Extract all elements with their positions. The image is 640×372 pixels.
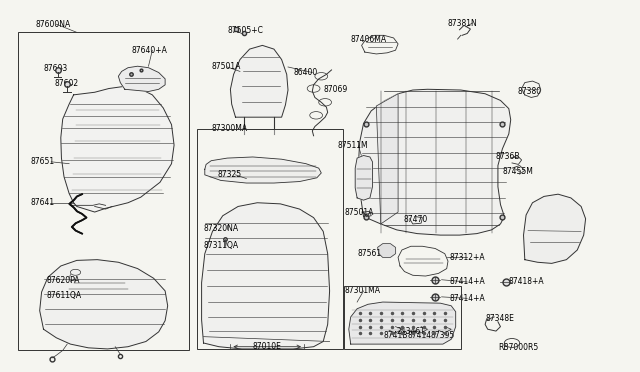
Text: 87505+C: 87505+C [227,26,263,35]
Text: 87511M: 87511M [338,141,369,150]
Text: 87069: 87069 [323,85,348,94]
Polygon shape [118,66,165,92]
Text: 87603: 87603 [44,64,68,73]
Text: 87651: 87651 [31,157,55,166]
Text: 87380: 87380 [517,87,541,96]
Text: 87348E: 87348E [485,314,514,323]
Text: 87325: 87325 [218,170,242,179]
Text: 87010E: 87010E [253,342,282,351]
Text: 87640+A: 87640+A [131,46,167,55]
Text: 87300MA: 87300MA [211,124,247,133]
Polygon shape [205,157,321,183]
Text: 8736B: 8736B [496,153,520,161]
Polygon shape [202,203,330,349]
Text: 87320NA: 87320NA [204,224,239,233]
Polygon shape [524,194,586,263]
Text: 87611QA: 87611QA [46,291,81,300]
Text: 87414: 87414 [407,331,431,340]
Text: 87561: 87561 [357,249,381,258]
Polygon shape [61,86,174,212]
Bar [344,286,461,349]
Polygon shape [378,244,396,257]
Text: 87406MA: 87406MA [351,35,387,44]
Polygon shape [376,94,398,224]
Text: 87381N: 87381N [448,19,477,28]
Text: 87455M: 87455M [502,167,533,176]
Text: 87418+A: 87418+A [509,278,545,286]
Text: 87600NA: 87600NA [35,20,70,29]
Text: 87602: 87602 [54,79,79,88]
Text: 8741B: 8741B [384,331,408,340]
Text: 87620PA: 87620PA [46,276,79,285]
Bar [18,32,189,350]
Text: 87501A: 87501A [211,62,241,71]
Text: 87414+A: 87414+A [449,294,485,303]
Text: 87395: 87395 [430,331,454,340]
Text: 24346T: 24346T [397,327,426,336]
Text: 87501A: 87501A [344,208,374,217]
Polygon shape [355,155,372,200]
Text: 87301MA: 87301MA [344,286,380,295]
Text: RB7000R5: RB7000R5 [498,343,538,352]
Bar [197,129,343,349]
Polygon shape [349,302,456,344]
Text: 87311QA: 87311QA [204,241,239,250]
Text: 86400: 86400 [293,68,317,77]
Text: 87470: 87470 [403,215,428,224]
Text: 87414+A: 87414+A [449,278,485,286]
Polygon shape [358,89,511,235]
Text: 87641: 87641 [31,198,55,207]
Text: 87312+A: 87312+A [449,253,485,262]
Polygon shape [40,260,168,349]
Polygon shape [230,45,288,117]
